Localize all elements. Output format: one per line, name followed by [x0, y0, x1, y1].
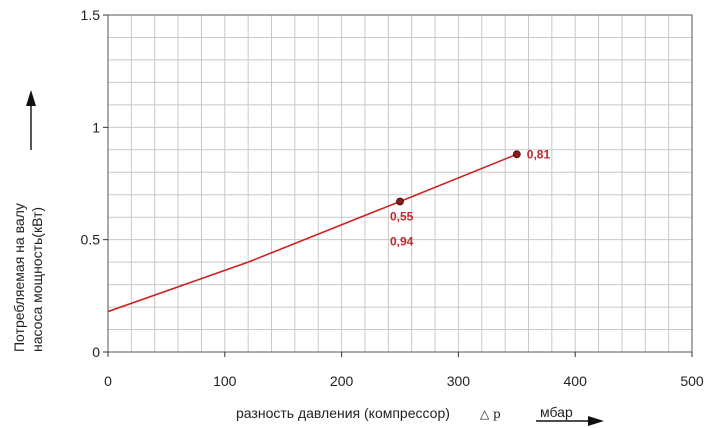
x-tick-label: 500 [680, 373, 704, 389]
x-tick-label: 300 [447, 373, 471, 389]
y-axis-ticks: 0 0.5 1 1.5 [81, 7, 108, 360]
data-label: 0,55 [390, 209, 414, 223]
data-label: 0,81 [527, 147, 551, 161]
markers [396, 150, 521, 206]
x-axis-unit: мбар [540, 404, 573, 420]
y-axis-title-line2: насоса мощность(кВт) [29, 207, 45, 352]
y-tick-label: 0.5 [81, 232, 101, 248]
y-axis-title-line1: Потребляемая на валу [11, 203, 27, 352]
x-tick-label: 200 [330, 373, 354, 389]
x-axis-arrow [536, 416, 604, 426]
y-tick-label: 1.5 [81, 7, 101, 23]
x-tick-label: 400 [564, 373, 588, 389]
data-point-marker [396, 197, 404, 206]
annotations: 0,55 0,94 0,81 [390, 147, 550, 248]
y-tick-label: 1 [92, 119, 100, 135]
x-axis-delta-symbol: △ p [480, 407, 501, 421]
plot-frame [107, 14, 693, 353]
y-tick-label: 0 [92, 344, 100, 360]
x-axis-ticks: 0 100 200 300 400 500 [104, 352, 704, 389]
x-tick-label: 100 [213, 373, 237, 389]
y-axis-arrow [26, 90, 36, 150]
x-tick-label: 0 [104, 373, 112, 389]
grid [107, 14, 693, 353]
data-label: 0,94 [390, 234, 414, 248]
data-point-marker [512, 150, 521, 159]
series [107, 153, 518, 313]
x-axis-title: разность давления (компрессор) [236, 405, 450, 421]
series-line [107, 153, 518, 313]
